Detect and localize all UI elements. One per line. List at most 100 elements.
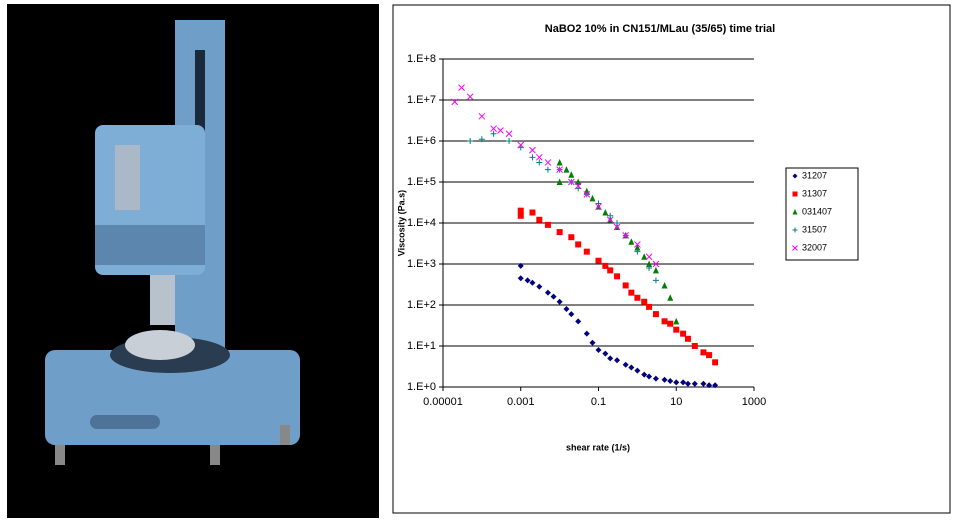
point — [691, 380, 698, 387]
point — [517, 141, 525, 149]
point — [458, 84, 465, 92]
x-tick-label: 1000 — [742, 396, 766, 408]
point — [583, 248, 590, 255]
point — [529, 209, 536, 216]
point — [536, 216, 543, 223]
point — [544, 166, 551, 173]
point — [646, 264, 653, 271]
point — [529, 279, 536, 286]
legend-marker — [792, 173, 798, 179]
point — [613, 223, 621, 231]
point — [700, 349, 707, 356]
instrument-photo — [7, 4, 379, 518]
point — [467, 138, 474, 144]
point — [706, 352, 713, 359]
point — [667, 320, 674, 327]
legend-label: 031407 — [802, 206, 832, 216]
point — [607, 212, 614, 219]
point — [517, 212, 524, 219]
chart-title: NaBO2 10% in CN151/MLau (35/65) time tri… — [545, 23, 775, 35]
y-axis-label: Viscosity (Pa.s) — [396, 190, 406, 256]
point — [652, 266, 659, 274]
y-tick-label: 1.E+3 — [407, 258, 436, 270]
y-tick-label: 1.E+7 — [407, 94, 436, 106]
point — [641, 253, 648, 260]
point — [575, 241, 582, 248]
point — [667, 378, 674, 385]
point — [622, 282, 629, 289]
point — [646, 260, 653, 267]
x-tick-label: 10 — [670, 396, 682, 408]
x-tick-label: 0.1 — [591, 396, 606, 408]
point — [622, 231, 630, 239]
point — [589, 194, 596, 202]
point — [706, 382, 713, 389]
point — [673, 317, 680, 325]
point — [712, 359, 719, 366]
point — [661, 281, 668, 289]
point — [583, 190, 591, 198]
point — [700, 380, 707, 387]
y-tick-label: 1.E+6 — [407, 135, 436, 147]
point — [673, 326, 680, 333]
point — [673, 379, 680, 386]
point — [628, 289, 635, 296]
y-tick-label: 1.E+1 — [407, 340, 436, 352]
point — [628, 238, 635, 245]
legend-label: 31207 — [802, 170, 827, 180]
point — [544, 159, 552, 166]
point — [595, 200, 602, 207]
point — [652, 375, 659, 382]
point — [568, 234, 575, 241]
legend-box — [785, 167, 859, 261]
point — [652, 311, 659, 318]
point — [563, 166, 570, 173]
point — [634, 367, 641, 374]
point — [575, 178, 582, 185]
point — [505, 130, 513, 138]
legend-marker — [792, 191, 798, 197]
x-axis-label: shear rate (1/s) — [566, 442, 630, 452]
point — [583, 330, 590, 337]
y-tick-label: 1.E+2 — [407, 299, 436, 311]
point — [602, 350, 609, 357]
point — [595, 257, 602, 264]
point — [595, 346, 602, 353]
point — [490, 125, 497, 133]
legend-marker — [792, 209, 798, 215]
point — [634, 241, 641, 248]
point — [680, 330, 687, 337]
point — [602, 209, 609, 216]
point — [646, 373, 653, 380]
x-tick-label: 0.00001 — [423, 396, 463, 408]
point — [497, 127, 504, 134]
point — [536, 159, 543, 166]
point — [622, 361, 629, 368]
point — [524, 277, 531, 284]
point — [652, 277, 659, 284]
point — [556, 158, 563, 166]
point — [535, 153, 543, 161]
point — [568, 311, 575, 318]
point — [634, 248, 641, 255]
legend-label: 31507 — [802, 224, 827, 234]
point — [602, 262, 609, 269]
chart-frame — [392, 4, 951, 514]
point — [478, 136, 485, 143]
point — [614, 357, 621, 364]
point — [684, 380, 691, 387]
point — [556, 298, 563, 305]
point — [634, 294, 641, 301]
point — [607, 267, 614, 274]
y-tick-label: 1.E+5 — [407, 176, 436, 188]
point — [567, 178, 575, 186]
y-tick-label: 1.E+8 — [407, 53, 436, 65]
point — [529, 146, 536, 154]
point — [628, 364, 635, 371]
legend-label: 31307 — [802, 188, 827, 198]
point — [595, 203, 602, 211]
legend-label: 32007 — [802, 242, 827, 252]
point — [568, 171, 575, 178]
point — [646, 303, 653, 310]
